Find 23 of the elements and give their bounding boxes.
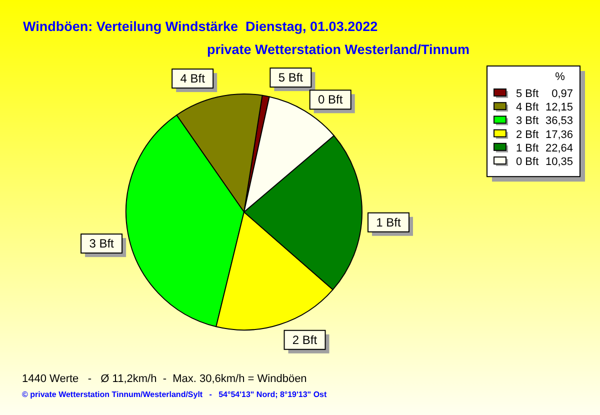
slice-label: 0 Bft (318, 92, 344, 107)
legend-label: 3 Bft (516, 115, 539, 128)
text: 1440 Werte - Ø 11,2km/h - Max. 30,6km/h = Windböen (22, 373, 307, 385)
legend-label: 1 Bft (516, 142, 539, 154)
data-label: 36,53 (545, 115, 573, 128)
chart-subtitle: private Wetterstation Westerland/Tinnum (207, 42, 470, 57)
data-label: 17,36 (545, 128, 573, 141)
slice-label: 1 Bft (376, 215, 402, 230)
data-label: 12,15 (545, 102, 573, 114)
legend-title: % (555, 71, 566, 83)
slice-label: 3 Bft (89, 236, 115, 251)
slice-label: 5 Bft (278, 70, 304, 85)
legend-label: 0 Bft (516, 156, 539, 168)
chart-title: Windböen: Verteilung Windstärke Dienstag, 01.03.2022 (23, 19, 378, 34)
text: © private Wetterstation Tinnum/Westerland/Sylt - 54°54'13" Nord; 8°19'13" Ost (22, 390, 327, 399)
data-label: 22,64 (545, 142, 573, 154)
legend-label: 2 Bft (516, 128, 539, 141)
legend-label: 5 Bft (516, 88, 539, 100)
legend-label: 4 Bft (516, 102, 539, 114)
data-label: 0,97 (552, 88, 573, 100)
slice-label: 2 Bft (292, 332, 318, 347)
slice-label: 4 Bft (180, 72, 206, 86)
data-label: 10,35 (545, 156, 573, 168)
